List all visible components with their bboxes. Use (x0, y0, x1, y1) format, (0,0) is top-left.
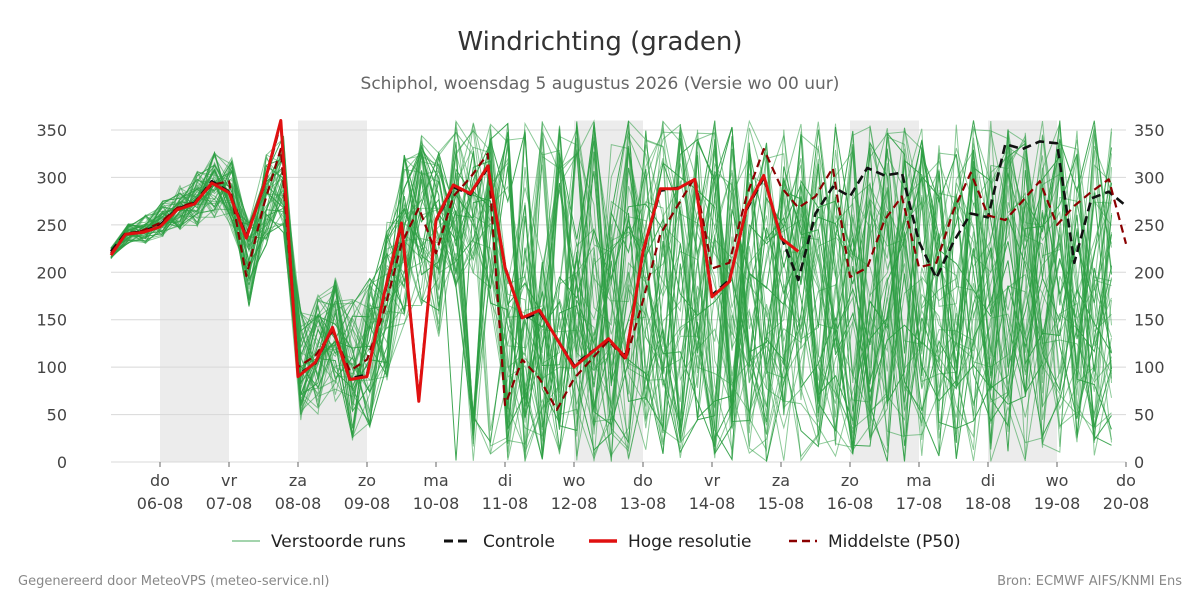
ensemble-run-40 (110, 127, 1112, 429)
y-tick-left-50: 50 (47, 406, 67, 425)
legend-label-hires: Hoge resolutie (628, 532, 752, 552)
legend-label-median: Middelste (P50) (828, 532, 961, 552)
x-tick-date-0: 06-08 (137, 494, 184, 513)
ensemble-run-41 (110, 128, 1112, 461)
x-tick-date-11: 17-08 (896, 494, 943, 513)
chart-subtitle: Schiphol, woensdag 5 augustus 2026 (Vers… (361, 74, 840, 94)
ensemble-run-33 (110, 127, 1112, 457)
x-tick-day-3: zo (358, 471, 376, 490)
ensemble-run-2 (110, 123, 1112, 461)
x-tick-date-6: 12-08 (551, 494, 598, 513)
ensemble-run-43 (110, 123, 1112, 462)
x-tick-date-13: 19-08 (1034, 494, 1081, 513)
y-tick-right-100: 100 (1134, 358, 1165, 377)
y-tick-right-50: 50 (1134, 406, 1154, 425)
y-axis-right: 0 50 100 150 200 250 300 350 (1134, 121, 1165, 472)
y-tick-left-150: 150 (36, 311, 67, 330)
footer-source: Bron: ECMWF AIFS/KNMI Ens (997, 574, 1182, 589)
x-axis: do 06-08 vr 07-08 za 08-08 zo 09-08 ma 10-08 di 11-… (137, 462, 1150, 513)
y-tick-right-0: 0 (1134, 453, 1144, 472)
hires-line (109, 119, 800, 403)
y-axis-left: 0 50 100 150 200 250 300 350 (36, 121, 67, 472)
main-series (109, 119, 1128, 411)
y-tick-left-200: 200 (36, 263, 67, 282)
y-tick-left-100: 100 (36, 358, 67, 377)
x-tick-day-7: do (633, 471, 653, 490)
ensemble-run-34 (110, 123, 1112, 459)
x-tick-day-12: di (981, 471, 996, 490)
x-tick-date-9: 15-08 (758, 494, 805, 513)
y-tick-left-250: 250 (36, 216, 67, 235)
ensemble-run-49 (110, 122, 1112, 461)
ensemble-run-15 (110, 120, 1112, 455)
x-tick-day-0: do (150, 471, 170, 490)
x-tick-day-1: vr (221, 471, 237, 490)
legend-label-ensemble: Verstoorde runs (271, 532, 406, 552)
y-tick-right-300: 300 (1134, 168, 1165, 187)
ensemble-run-44 (110, 121, 1112, 462)
x-tick-day-9: za (772, 471, 790, 490)
y-tick-right-150: 150 (1134, 311, 1165, 330)
x-tick-date-4: 10-08 (413, 494, 460, 513)
x-tick-date-2: 08-08 (275, 494, 322, 513)
x-tick-day-8: vr (704, 471, 720, 490)
ensemble-run-46 (110, 130, 1112, 462)
x-tick-day-11: ma (906, 471, 931, 490)
x-tick-date-12: 18-08 (965, 494, 1012, 513)
ensemble-run-29 (110, 122, 1112, 461)
x-tick-day-13: wo (1046, 471, 1069, 490)
x-tick-date-1: 07-08 (206, 494, 253, 513)
ensemble-run-37 (110, 129, 1112, 458)
chart-title: Windrichting (graden) (457, 27, 742, 57)
footer-generator: Gegenereerd door MeteoVPS (meteo-service… (18, 574, 329, 589)
x-tick-date-7: 13-08 (620, 494, 667, 513)
y-tick-right-200: 200 (1134, 263, 1165, 282)
ensemble-run-48 (110, 120, 1112, 457)
x-tick-day-2: za (289, 471, 307, 490)
y-tick-left-0: 0 (57, 453, 67, 472)
legend-label-control: Controle (483, 532, 555, 552)
x-tick-day-14: do (1116, 471, 1136, 490)
x-tick-date-3: 09-08 (344, 494, 391, 513)
legend: Verstoorde runs Controle Hoge resolutie … (232, 532, 961, 552)
x-tick-day-4: ma (423, 471, 448, 490)
x-tick-date-10: 16-08 (827, 494, 874, 513)
x-tick-day-10: zo (841, 471, 859, 490)
x-tick-date-8: 14-08 (689, 494, 736, 513)
ensemble-runs (110, 119, 1112, 462)
x-tick-day-6: wo (563, 471, 586, 490)
x-tick-date-14: 20-08 (1103, 494, 1150, 513)
y-tick-right-250: 250 (1134, 216, 1165, 235)
ensemble-run-32 (110, 125, 1112, 447)
x-tick-day-5: di (498, 471, 513, 490)
y-tick-right-350: 350 (1134, 121, 1165, 140)
y-tick-left-300: 300 (36, 168, 67, 187)
x-tick-date-5: 11-08 (482, 494, 529, 513)
y-tick-left-350: 350 (36, 121, 67, 140)
